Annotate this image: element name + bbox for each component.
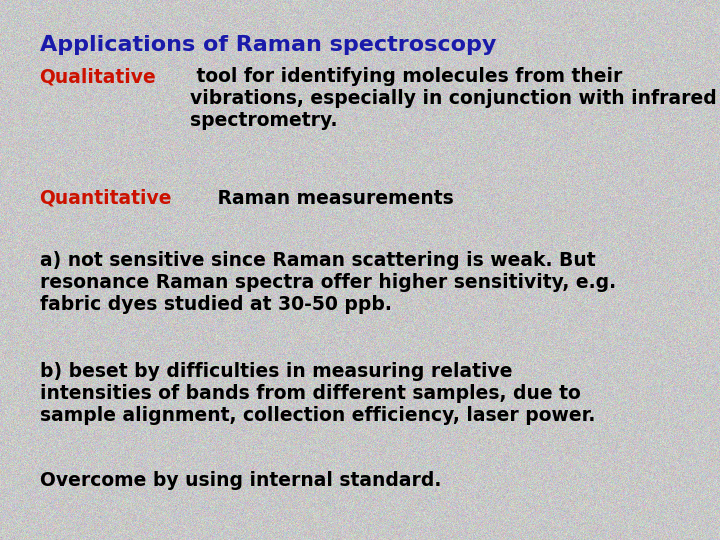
Text: a) not sensitive since Raman scattering is weak. But
resonance Raman spectra off: a) not sensitive since Raman scattering … [40,251,616,314]
Text: Raman measurements: Raman measurements [210,189,454,208]
Text: tool for identifying molecules from their
vibrations, especially in conjunction : tool for identifying molecules from thei… [190,68,717,131]
Text: Applications of Raman spectroscopy: Applications of Raman spectroscopy [40,35,496,55]
Text: Overcome by using internal standard.: Overcome by using internal standard. [40,471,441,490]
Text: Qualitative: Qualitative [40,68,156,86]
Text: b) beset by difficulties in measuring relative
intensities of bands from differe: b) beset by difficulties in measuring re… [40,362,595,425]
Text: Quantitative: Quantitative [40,189,172,208]
